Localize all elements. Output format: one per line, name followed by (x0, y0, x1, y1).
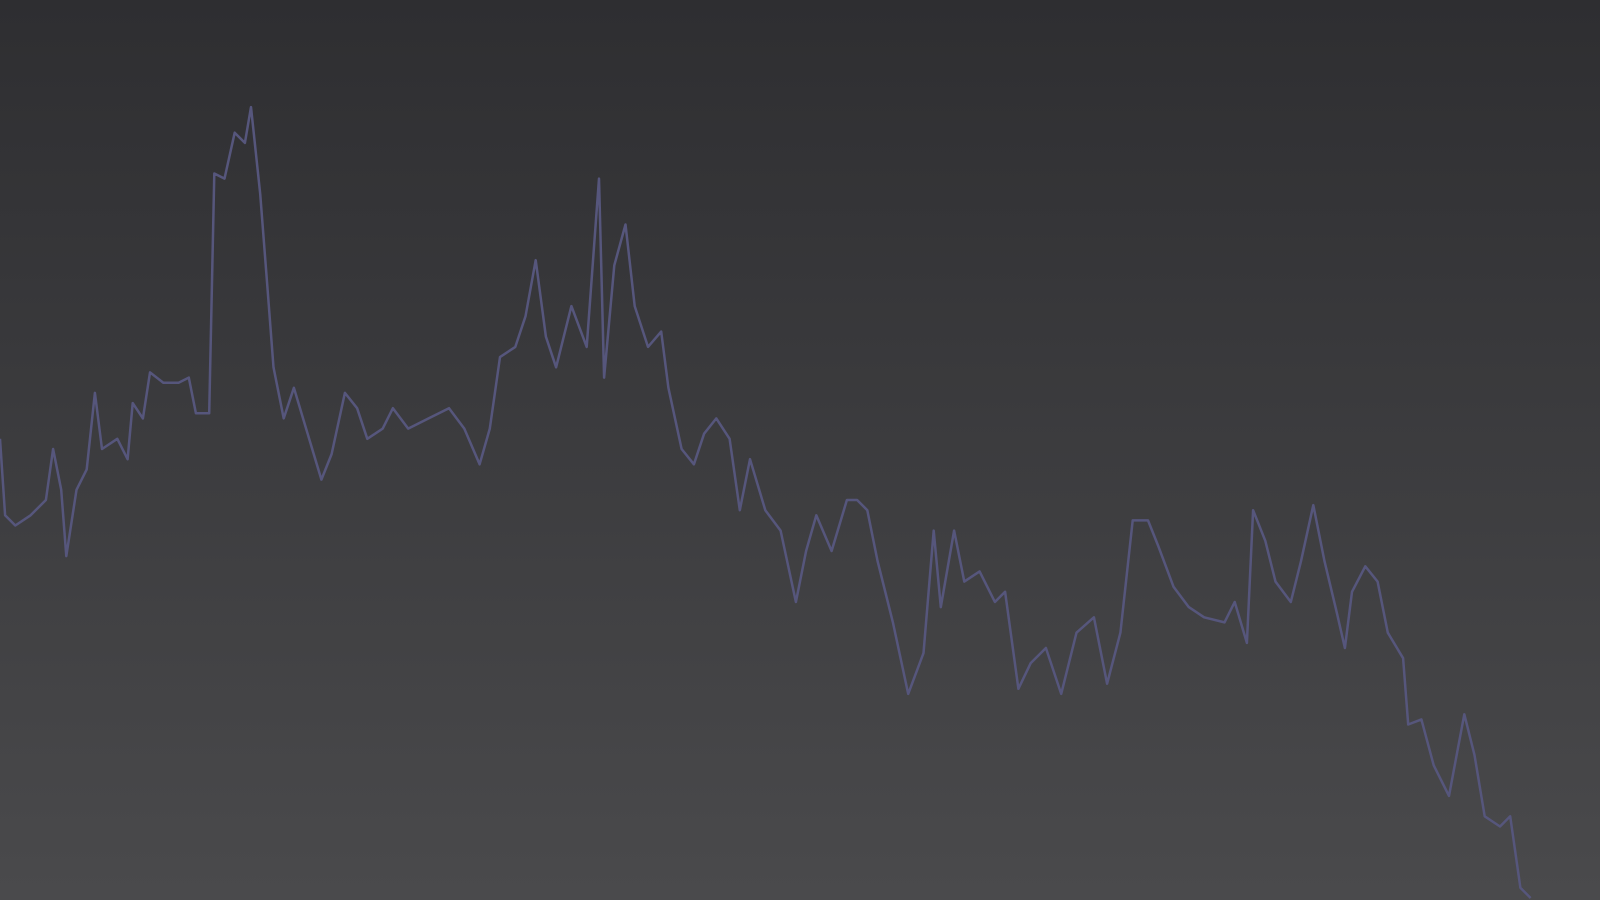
price-line (0, 105, 1532, 899)
